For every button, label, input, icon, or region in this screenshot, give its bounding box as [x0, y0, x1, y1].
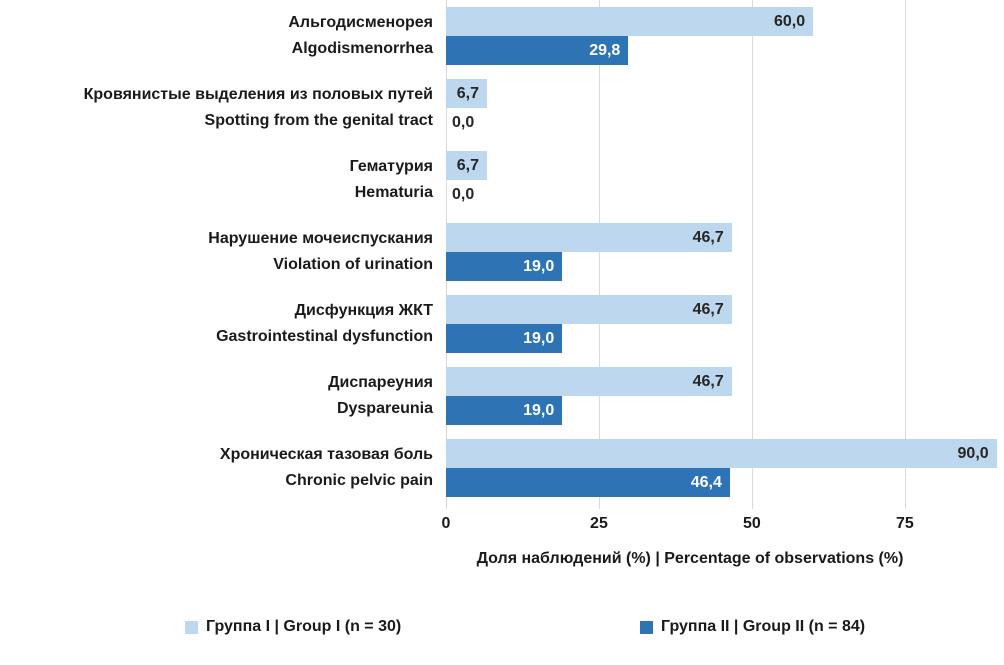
bar-value-label: 60,0: [773, 12, 806, 30]
category-label-ru: Дисфункция ЖКТ: [294, 302, 433, 319]
x-tick-label-0: 0: [441, 515, 451, 532]
category-label-ru: Альгодисменорея: [288, 14, 433, 31]
category-row: Нарушение мочеиспускания Violation of uri…: [0, 216, 1004, 288]
gridline-50: [751, 0, 753, 509]
category-label: Альгодисменорея Algodismenorrhea: [0, 0, 446, 72]
bar-value-label: 29,8: [589, 41, 621, 59]
bar-value-label: 19,0: [523, 329, 555, 347]
bar-value-label: 0,0: [452, 113, 475, 131]
bar-value-label: 46,7: [692, 300, 724, 318]
category-row: Диспареуния Dyspareunia 46,7 19,0: [0, 360, 1004, 432]
category-label-en: Chronic pelvic pain: [285, 472, 433, 489]
bar-group2: 29,8: [446, 36, 629, 65]
category-label-ru: Гематурия: [349, 158, 433, 175]
category-label: Кровянистые выделения из половых путей Sp…: [0, 72, 446, 144]
bar-value-label: 46,4: [690, 473, 722, 491]
category-label: Хроническая тазовая боль Chronic pelvic p…: [0, 432, 446, 504]
bar-group2: 19,0: [446, 324, 563, 353]
category-row: Альгодисменорея Algodismenorrhea 60,0 29,8: [0, 0, 1004, 72]
category-label-en: Algodismenorrhea: [291, 40, 433, 57]
bar-group1: 46,7: [446, 295, 732, 324]
bar-group2: 19,0: [446, 252, 563, 281]
gridline-25: [598, 0, 600, 509]
category-row: Кровянистые выделения из половых путей Sp…: [0, 72, 1004, 144]
category-label-ru: Диспареуния: [328, 374, 433, 391]
x-tick-label-25: 25: [590, 515, 608, 532]
category-bars: 90,0 46,4: [446, 432, 1004, 504]
category-row: Гематурия Hematuria 6,7 0,0: [0, 144, 1004, 216]
bar-value-label: 0,0: [452, 185, 475, 203]
legend: Группа I | Group I (n = 30) Группа II | …: [0, 618, 1004, 642]
group2-swatch-icon: [640, 620, 653, 634]
category-label: Нарушение мочеиспускания Violation of uri…: [0, 216, 446, 288]
x-axis-title: Доля наблюдений (%) | Percentage of obse…: [476, 550, 904, 567]
bar-group1: 46,7: [446, 223, 732, 252]
category-label: Диспареуния Dyspareunia: [0, 360, 446, 432]
bar-group1: 46,7: [446, 367, 732, 396]
bar-value-label: 19,0: [523, 401, 555, 419]
category-label-en: Gastrointestinal dysfunction: [216, 328, 433, 345]
bar-group1: 6,7: [446, 79, 487, 108]
bar-value-label: 46,7: [692, 228, 724, 246]
category-label-ru: Хроническая тазовая боль: [219, 446, 433, 463]
bar-group2: 46,4: [446, 468, 730, 497]
bar-group1: 90,0: [446, 439, 997, 468]
category-label: Гематурия Hematuria: [0, 144, 446, 216]
bar-group2: 19,0: [446, 396, 563, 425]
gridline-75: [904, 0, 906, 509]
chart-rows: Альгодисменорея Algodismenorrhea 60,0 29,8 К…: [0, 0, 1004, 504]
legend-label-group1: Группа I | Group I (n = 30): [206, 618, 402, 635]
category-bars: 6,7 0,0: [446, 72, 1004, 144]
category-label-en: Spotting from the genital tract: [204, 112, 433, 129]
category-bars: 6,7 0,0: [446, 144, 1004, 216]
legend-label-group2: Группа II | Group II (n = 84): [661, 618, 866, 635]
bar-group2: 0,0: [446, 108, 1004, 137]
bar-value-label: 19,0: [523, 257, 555, 275]
bar-group2: 0,0: [446, 180, 1004, 209]
bar-value-label: 46,7: [692, 372, 724, 390]
category-bars: 60,0 29,8: [446, 0, 1004, 72]
bar-value-label: 6,7: [456, 84, 479, 102]
category-label-en: Hematuria: [354, 184, 433, 201]
category-label-en: Dyspareunia: [336, 400, 433, 417]
category-label-ru: Кровянистые выделения из половых путей: [83, 86, 433, 103]
group1-swatch-icon: [185, 620, 198, 634]
legend-item-group1: Группа I | Group I (n = 30): [185, 618, 401, 636]
bar-value-label: 6,7: [456, 156, 479, 174]
bar-group1: 6,7: [446, 151, 487, 180]
category-row: Хроническая тазовая боль Chronic pelvic p…: [0, 432, 1004, 504]
x-tick-label-75: 75: [895, 515, 914, 532]
category-bars: 46,7 19,0: [446, 360, 1004, 432]
category-bars: 46,7 19,0: [446, 216, 1004, 288]
bar-group1: 60,0: [446, 7, 814, 36]
category-label-en: Violation of urination: [273, 256, 433, 273]
category-row: Дисфункция ЖКТ Gastrointestinal dysfuncti…: [0, 288, 1004, 360]
x-tick-label-50: 50: [743, 515, 761, 532]
category-bars: 46,7 19,0: [446, 288, 1004, 360]
category-label: Дисфункция ЖКТ Gastrointestinal dysfuncti…: [0, 288, 446, 360]
legend-item-group2: Группа II | Group II (n = 84): [640, 618, 865, 636]
bar-value-label: 90,0: [957, 444, 989, 462]
category-label-ru: Нарушение мочеиспускания: [208, 230, 433, 247]
